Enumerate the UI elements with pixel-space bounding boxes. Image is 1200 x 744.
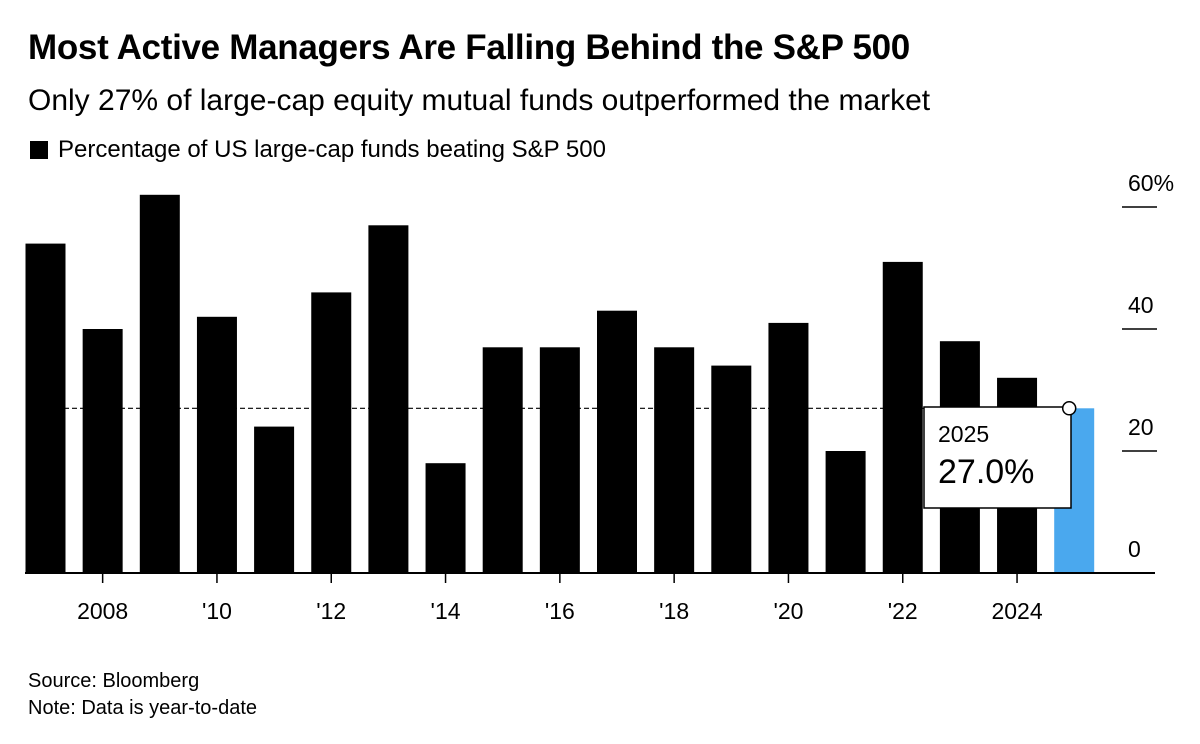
legend-swatch: [30, 141, 48, 159]
bar-2019: [711, 365, 752, 573]
bar-2010: [196, 316, 237, 573]
x-tick-label-2020: '20: [773, 598, 803, 624]
highlight-marker: [1061, 401, 1077, 416]
bar-2012: [311, 292, 352, 573]
highlight-year: 2025: [938, 421, 989, 447]
y-tick-label-20: 20: [1128, 414, 1154, 440]
chart-title: Most Active Managers Are Falling Behind …: [28, 28, 910, 67]
bar-2009: [139, 194, 180, 574]
y-tick-label-0: 0: [1128, 536, 1141, 562]
legend: Percentage of US large-cap funds beating…: [30, 136, 606, 164]
x-tick-label-2018: '18: [659, 598, 689, 624]
bar-2014: [425, 463, 466, 573]
bar-2016: [539, 347, 580, 573]
bar-2015: [482, 347, 523, 573]
y-tick-label-60: 60%: [1128, 170, 1174, 196]
x-tick-label-2010: '10: [202, 598, 232, 624]
bar-2017: [597, 310, 637, 573]
chart-subtitle: Only 27% of large-cap equity mutual fund…: [28, 84, 931, 117]
bar-2013: [368, 225, 409, 574]
x-tick-label-2022: '22: [888, 598, 918, 624]
legend-label: Percentage of US large-cap funds beating…: [58, 136, 606, 163]
bar-2018: [654, 347, 695, 573]
x-tick-label-2008: 2008: [77, 598, 128, 624]
bar-2011: [254, 426, 295, 573]
y-tick-label-40: 40: [1128, 292, 1154, 318]
highlight-box: [923, 406, 1072, 509]
bar-chart: 0 20 40 60% 2008 '10 '12 '14 '16 '18 '20 '22 2024 202…: [25, 170, 1174, 624]
highlight-value: 27.0%: [938, 453, 1034, 491]
source-note: Source: Bloomberg: [28, 670, 200, 692]
data-note: Note: Data is year-to-date: [28, 697, 257, 719]
x-tick-label-2012: '12: [316, 598, 346, 624]
bar-2021: [825, 451, 866, 573]
x-tick-label-2014: '14: [431, 598, 461, 624]
bar-2020: [768, 322, 809, 573]
x-tick-label-2016: '16: [545, 598, 575, 624]
x-tick-label-2024: 2024: [991, 598, 1042, 624]
bar-2008: [82, 329, 123, 573]
bar-2022: [882, 261, 923, 573]
